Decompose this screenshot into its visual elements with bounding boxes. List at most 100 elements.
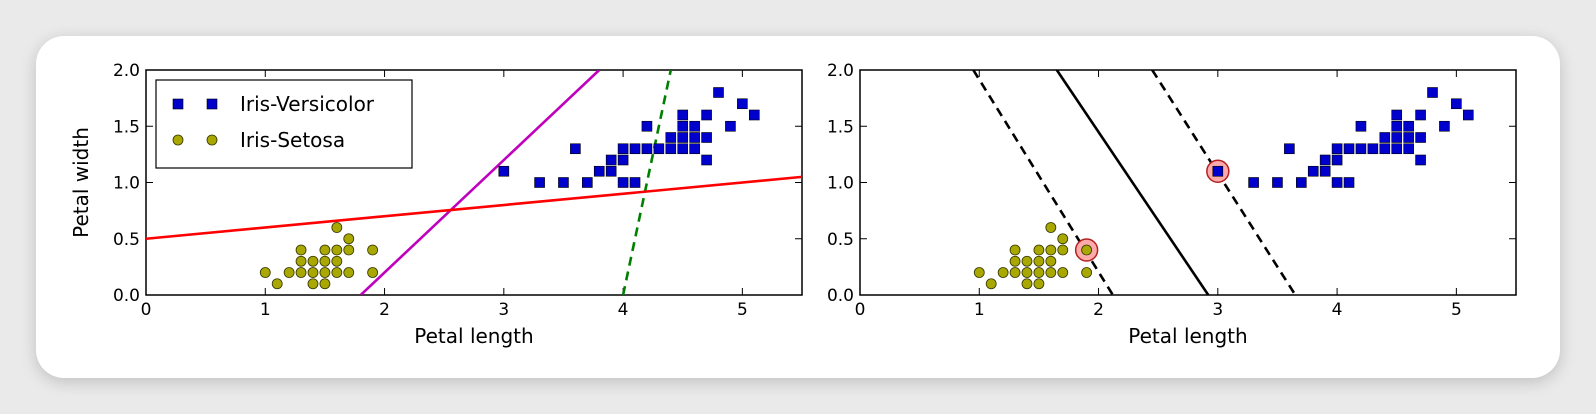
left-chart-panel: 0 1 2 3 4 5 0.0 0.5 1.0 1.5 2.0 Petal length Petal w… (69, 61, 803, 348)
setosa-point (343, 244, 355, 256)
versicolor-point (558, 177, 569, 188)
x-tick-label: 3 (498, 300, 509, 320)
versicolor-point (582, 177, 593, 188)
versicolor-point (534, 177, 545, 188)
y-tick-label: 0.5 (113, 230, 140, 250)
setosa-point (319, 278, 331, 290)
versicolor-point (1391, 143, 1403, 155)
versicolor-point (1462, 109, 1474, 121)
legend-box (155, 79, 413, 169)
versicolor-point (689, 120, 700, 132)
setosa-point (1009, 244, 1021, 256)
y-tick-label: 0.0 (113, 286, 140, 306)
setosa-point (319, 255, 331, 267)
y-tick-label: 1.0 (113, 174, 140, 194)
legend-marker-square (172, 98, 184, 110)
x-tick-label: 1 (974, 300, 985, 320)
versicolor-point (1319, 154, 1331, 166)
setosa-point (1057, 244, 1069, 256)
setosa-point (1009, 267, 1021, 278)
y-tick-label: 1.5 (113, 117, 140, 137)
setosa-point (259, 267, 271, 278)
versicolor-point (1319, 165, 1331, 177)
x-tick-label: 4 (618, 300, 629, 320)
setosa-point (331, 267, 343, 278)
setosa-point (307, 255, 319, 267)
versicolor-point (1451, 98, 1462, 110)
y-tick-label: 1.0 (827, 174, 854, 194)
setosa-point (307, 267, 319, 278)
setosa-point (1021, 267, 1033, 278)
setosa-point (1033, 244, 1045, 256)
x-axis-label: Petal length (1128, 324, 1247, 348)
versicolor-point (641, 120, 653, 132)
legend-marker-square (206, 98, 218, 110)
versicolor-point (1403, 132, 1414, 143)
versicolor-point (1307, 165, 1319, 177)
versicolor-point (1331, 143, 1343, 155)
setosa-point (1033, 267, 1045, 278)
versicolor-point (605, 154, 617, 166)
setosa-point (1045, 244, 1057, 256)
x-tick-label: 2 (379, 300, 390, 320)
versicolor-point (1403, 120, 1414, 132)
x-tick-label: 5 (1451, 300, 1462, 320)
versicolor-point (701, 154, 712, 166)
versicolor-point (1391, 109, 1403, 121)
versicolor-point (1284, 143, 1295, 155)
setosa-point (295, 267, 307, 278)
setosa-point (295, 255, 307, 267)
versicolor-point (1415, 132, 1426, 143)
setosa-point (1045, 222, 1057, 233)
versicolor-point (570, 143, 581, 155)
versicolor-point (1355, 143, 1367, 155)
versicolor-point (1212, 165, 1224, 177)
versicolor-point (1343, 143, 1355, 155)
legend-marker-circle (172, 134, 184, 146)
legend-marker-circle (206, 134, 218, 146)
versicolor-point (617, 154, 629, 166)
versicolor-point (1391, 120, 1403, 132)
x-tick-label: 0 (141, 300, 152, 320)
setosa-point (331, 255, 343, 267)
setosa-point (367, 244, 379, 256)
versicolor-point (665, 143, 677, 155)
versicolor-point (1331, 154, 1343, 166)
y-tick-label: 0.5 (827, 230, 854, 250)
data-layer (972, 70, 1474, 295)
data-layer (146, 70, 802, 295)
versicolor-point (701, 132, 712, 143)
versicolor-point (1331, 177, 1343, 188)
versicolor-point (677, 109, 689, 121)
decision-line (621, 70, 673, 295)
versicolor-point (737, 98, 748, 110)
versicolor-point (1248, 177, 1259, 188)
legend-label: Iris-Versicolor (240, 92, 375, 116)
versicolor-point (677, 132, 689, 143)
setosa-point (331, 222, 343, 233)
versicolor-point (1367, 143, 1379, 155)
setosa-point (295, 244, 307, 256)
decision-line (146, 175, 802, 241)
versicolor-point (653, 143, 665, 155)
x-tick-label: 0 (855, 300, 866, 320)
setosa-point (1057, 267, 1069, 278)
versicolor-point (593, 165, 605, 177)
decision-line (359, 70, 601, 295)
versicolor-point (1343, 177, 1355, 188)
versicolor-point (1415, 109, 1426, 121)
versicolor-point (617, 143, 629, 155)
versicolor-point (689, 143, 700, 155)
setosa-point (343, 233, 355, 245)
versicolor-point (701, 109, 712, 121)
versicolor-point (689, 132, 700, 143)
x-tick-label: 5 (737, 300, 748, 320)
versicolor-point (629, 177, 641, 188)
versicolor-point (1427, 87, 1438, 98)
x-tick-label: 1 (260, 300, 271, 320)
plot-area-frame (859, 69, 1517, 296)
versicolor-point (1379, 143, 1391, 155)
versicolor-point (1439, 120, 1450, 132)
setosa-point (319, 267, 331, 278)
